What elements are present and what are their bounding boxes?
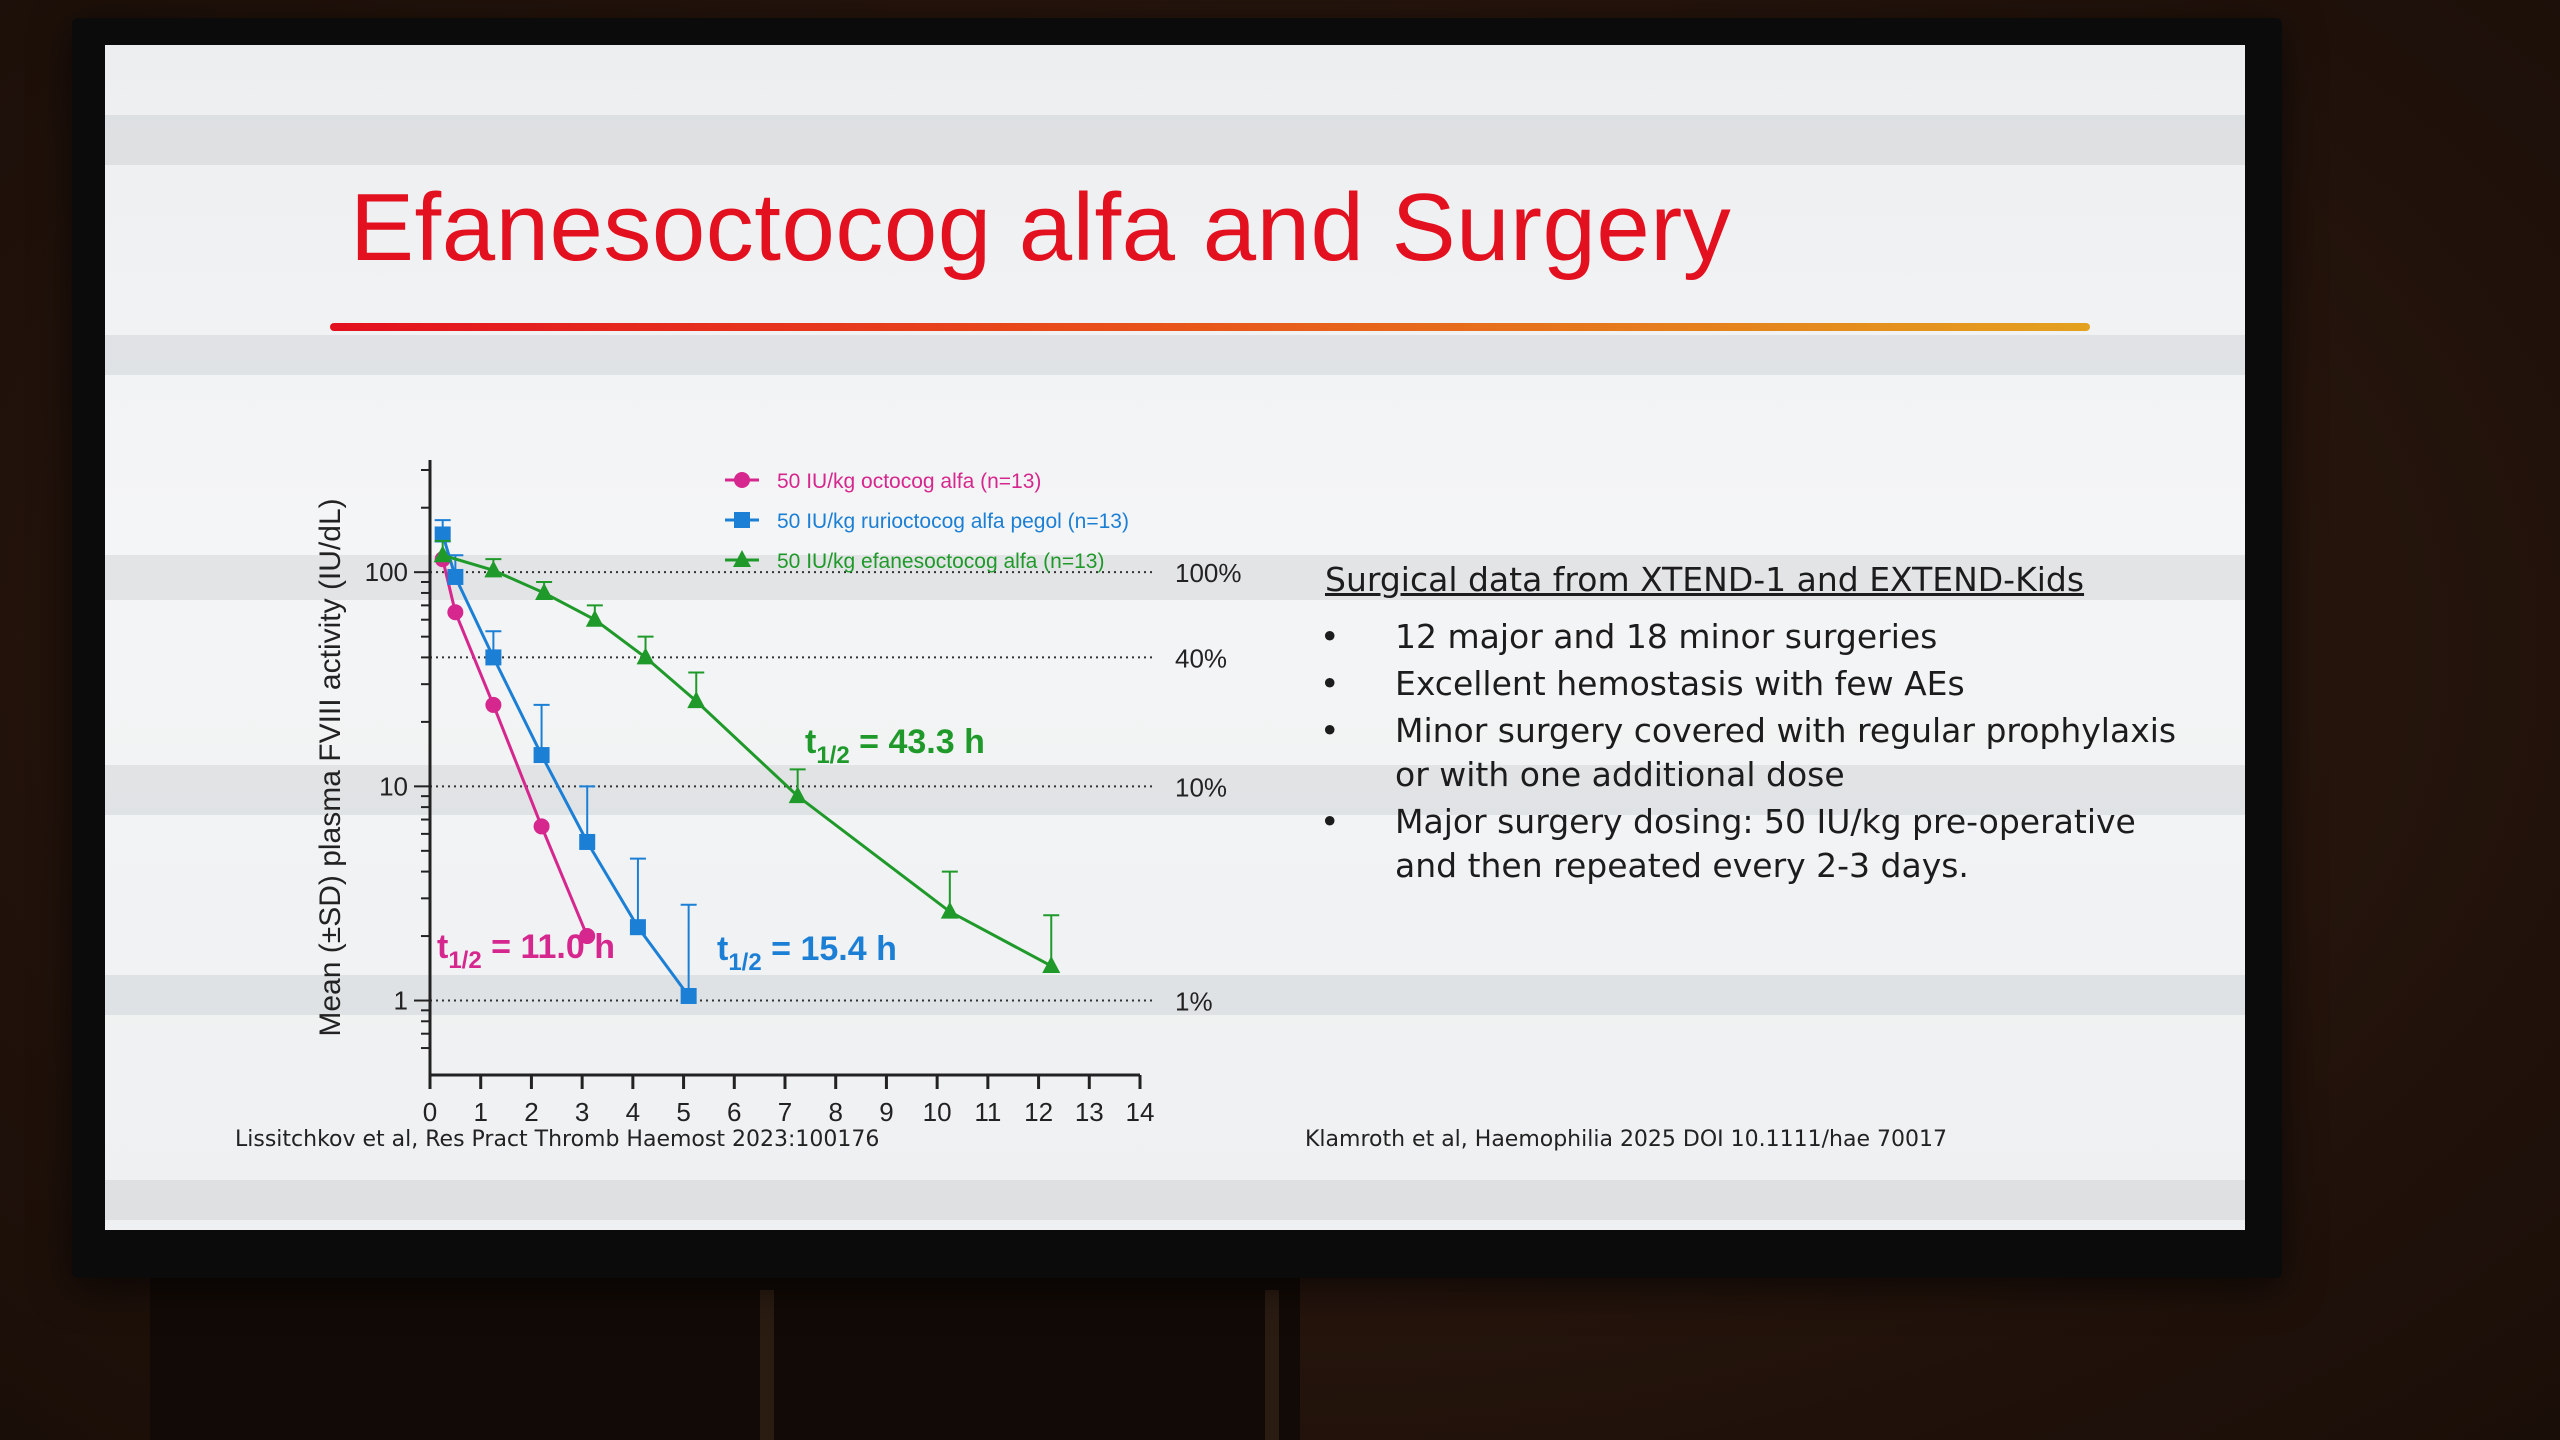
pk-chart: 100%40%10%1%01234567891011121314110100Da… [314,460,1242,1155]
data-point [485,649,502,666]
x-tick-label: 5 [676,1097,690,1127]
screen-glare-band [105,115,2245,165]
x-tick-label: 7 [778,1097,792,1127]
legend-marker [734,512,750,528]
data-point [533,818,550,835]
source-citation-left: Lissitchkov et al, Res Pract Thromb Haem… [235,1127,880,1152]
x-tick-label: 8 [828,1097,842,1127]
data-point [629,919,646,936]
screen-glare-band [105,1180,2245,1220]
data-point [447,568,464,585]
reference-line-label: 40% [1175,643,1227,673]
x-tick-label: 14 [1126,1097,1155,1127]
data-point [687,691,706,709]
notes-heading: Surgical data from XTEND-1 and EXTEND-Ki… [1325,560,2085,599]
x-tick-label: 6 [727,1097,741,1127]
x-tick-label: 3 [575,1097,589,1127]
bullet: • [1320,617,1340,656]
screen-glare-band [105,335,2245,375]
notes-item-text: 12 major and 18 minor surgeries [1395,617,1938,656]
data-point [788,786,807,804]
screen-glare-band [105,975,2245,1015]
x-tick-label: 0 [423,1097,437,1127]
data-point [636,647,655,665]
reference-line-label: 10% [1175,772,1227,802]
x-tick-label: 2 [524,1097,538,1127]
x-tick-label: 1 [473,1097,487,1127]
data-point [484,560,503,578]
data-point [585,609,604,627]
tv-stand [150,1278,1300,1440]
bullet: • [1320,664,1340,703]
legend-entry: 50 IU/kg rurioctocog alfa pegol (n=13) [777,510,1129,533]
y-tick-label: 10 [379,771,408,801]
x-tick-label: 4 [626,1097,640,1127]
data-point [434,526,451,543]
data-point [579,928,596,945]
half-life-annotation: t1/2 = 43.3 h [805,723,985,769]
notes-list-item: • Minor surgery covered with regular pro… [1320,709,2180,797]
data-point [1042,955,1061,973]
legend-entry: 50 IU/kg octocog alfa (n=13) [777,470,1041,493]
x-tick-label: 11 [974,1097,1001,1127]
x-tick-label: 10 [923,1097,952,1127]
screen-glare-band [105,765,2245,815]
notes-list-item: • 12 major and 18 minor surgeries [1320,615,2180,659]
notes-list-item: • Excellent hemostasis with few AEs [1320,662,2180,706]
legend-marker [734,472,750,488]
bullet: • [1320,711,1340,750]
y-tick-label: 100 [365,557,408,587]
legend-marker [733,550,751,567]
x-tick-label: 13 [1075,1097,1104,1127]
x-tick-label: 12 [1024,1097,1053,1127]
x-tick-label: 9 [879,1097,893,1127]
bullet: • [1320,802,1340,841]
y-axis-label: Mean (±SD) plasma FVIII activity (IU/dL) [314,498,347,1036]
reference-line-label: 100% [1175,558,1242,588]
data-point [680,987,697,1004]
notes-item-text: Major surgery dosing: 50 IU/kg pre-opera… [1395,802,2136,885]
data-point [535,582,554,600]
source-citation-right: Klamroth et al, Haemophilia 2025 DOI 10.… [1305,1127,1947,1152]
reference-line-label: 1% [1175,987,1213,1017]
notes-item-text: Excellent hemostasis with few AEs [1395,664,1965,703]
data-point [533,747,550,764]
half-life-annotation: t1/2 = 11.0 h [437,928,615,974]
data-point [485,696,502,713]
notes-list-item: • Major surgery dosing: 50 IU/kg pre-ope… [1320,800,2180,888]
data-point [579,833,596,850]
data-point [940,901,959,919]
data-point [447,604,464,621]
legend-entry: 50 IU/kg efanesoctocog alfa (n=13) [777,550,1104,573]
tv-stand-leg [1265,1290,1279,1440]
half-life-annotation: t1/2 = 15.4 h [717,930,897,976]
notes-item-text: Minor surgery covered with regular proph… [1395,711,2177,794]
title-underline-rule [330,323,2090,331]
y-tick-label: 1 [394,986,408,1016]
notes-list: • 12 major and 18 minor surgeries • Exce… [1320,615,2180,891]
slide-title: Efanesoctocog alfa and Surgery [350,174,1732,281]
tv-stand-leg [760,1290,774,1440]
x-axis-label: Days after injection [657,1151,912,1155]
series-line [441,558,589,937]
slide-screen: Efanesoctocog alfa and Surgery 100% 40% 10… [105,45,2245,1230]
data-point [433,545,452,563]
